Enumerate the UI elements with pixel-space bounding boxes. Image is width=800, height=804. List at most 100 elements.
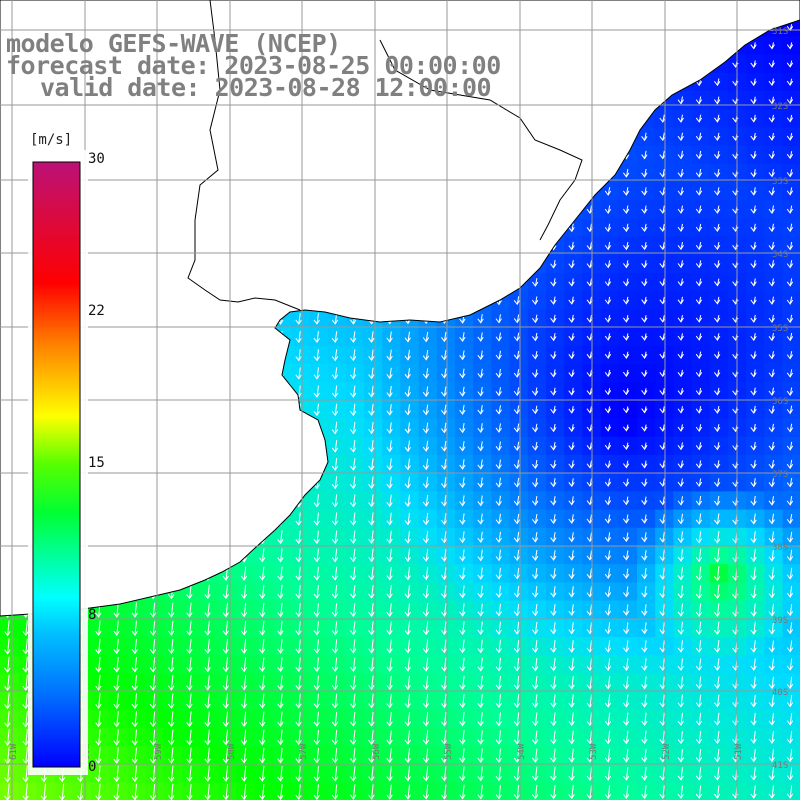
wind-arrow	[422, 766, 430, 782]
wind-cell	[364, 764, 383, 784]
wind-cell	[746, 637, 765, 656]
wind-arrow	[204, 675, 211, 691]
wind-cell	[127, 637, 147, 656]
wind-cell	[345, 400, 365, 420]
wind-arrow	[623, 187, 630, 196]
wind-cell	[673, 637, 693, 656]
wind-arrow	[477, 603, 484, 617]
wind-arrow	[331, 494, 339, 508]
wind-arrow	[95, 656, 102, 673]
wind-arrow	[404, 548, 411, 563]
wind-arrow	[186, 711, 193, 728]
wind-arrow	[568, 568, 575, 580]
wind-arrow	[568, 550, 575, 561]
wind-arrow	[295, 584, 302, 599]
wind-cell	[345, 746, 365, 765]
wind-arrow	[623, 658, 630, 672]
wind-arrow	[768, 749, 775, 763]
wind-cell	[364, 473, 383, 492]
wind-cell	[764, 782, 784, 802]
wind-arrow	[113, 674, 120, 691]
wind-arrow	[659, 658, 666, 672]
wind-cell	[564, 527, 583, 547]
wind-arrow	[659, 315, 666, 323]
wind-arrow	[750, 785, 757, 799]
wind-arrow	[604, 442, 612, 451]
wind-arrow	[550, 496, 557, 506]
wind-cell	[491, 527, 511, 547]
wind-cell	[418, 764, 438, 784]
wind-arrow	[459, 639, 466, 654]
wind-arrow	[386, 603, 393, 618]
wind-cell	[746, 764, 765, 784]
wind-arrow	[768, 640, 775, 653]
wind-cell	[473, 691, 492, 711]
wind-arrow	[350, 512, 357, 526]
wind-arrow	[786, 223, 794, 233]
wind-arrow	[623, 333, 630, 341]
wind-cell	[382, 345, 401, 365]
wind-arrow	[604, 604, 612, 616]
wind-arrow	[550, 296, 557, 305]
latitude-label: 34S	[772, 250, 788, 260]
wind-cell	[400, 691, 420, 711]
wind-arrow	[113, 656, 120, 673]
wind-cell	[564, 546, 583, 565]
wind-arrow	[277, 729, 284, 746]
wind-arrow	[368, 730, 375, 745]
wind-cell	[182, 691, 201, 711]
wind-arrow	[568, 478, 575, 488]
wind-arrow	[441, 621, 448, 636]
wind-cell	[418, 382, 438, 401]
wind-cell	[200, 764, 219, 784]
wind-cell	[400, 764, 420, 784]
wind-cell	[473, 637, 492, 656]
wind-arrow	[750, 603, 757, 617]
wind-arrow	[677, 658, 684, 672]
wind-arrow	[168, 675, 175, 691]
wind-arrow	[677, 496, 684, 506]
wind-arrow	[568, 241, 575, 251]
wind-cell	[709, 782, 729, 802]
wind-arrow	[331, 566, 339, 581]
wind-arrow	[331, 403, 339, 417]
wind-arrow	[532, 405, 539, 415]
wind-cell	[764, 673, 784, 693]
wind-arrow	[604, 766, 612, 781]
wind-arrow	[441, 585, 448, 599]
wind-cell	[254, 764, 274, 784]
wind-arrow	[441, 368, 448, 379]
wind-arrow	[641, 278, 648, 287]
wind-arrow	[222, 675, 229, 691]
wind-cell	[673, 564, 693, 583]
wind-cell	[345, 582, 365, 602]
wind-arrow	[532, 604, 539, 617]
wind-arrow	[568, 532, 575, 543]
wind-arrow	[513, 423, 521, 433]
wind-arrow	[568, 748, 575, 763]
wind-cell	[163, 600, 183, 620]
wind-arrow	[222, 657, 229, 673]
wind-arrow	[131, 765, 138, 783]
wind-cell	[345, 691, 365, 711]
wind-cell	[345, 673, 365, 693]
wind-arrow	[168, 747, 175, 764]
wind-arrow	[550, 694, 557, 708]
wind-arrow	[714, 767, 721, 781]
wind-cell	[600, 637, 620, 656]
wind-arrow	[95, 729, 102, 746]
wind-cell	[637, 546, 656, 565]
wind-cell	[291, 509, 310, 529]
wind-arrow	[313, 784, 320, 800]
wind-arrow	[659, 514, 666, 525]
wind-arrow	[168, 602, 175, 618]
wind-arrow	[459, 621, 466, 636]
wind-cell	[327, 491, 347, 511]
wind-cell	[436, 327, 456, 347]
wind-cell	[546, 782, 565, 802]
wind-cell	[509, 691, 529, 711]
wind-arrow	[495, 495, 502, 507]
wind-cell	[600, 564, 620, 583]
wind-arrow	[786, 387, 794, 396]
wind-arrow	[513, 405, 521, 415]
